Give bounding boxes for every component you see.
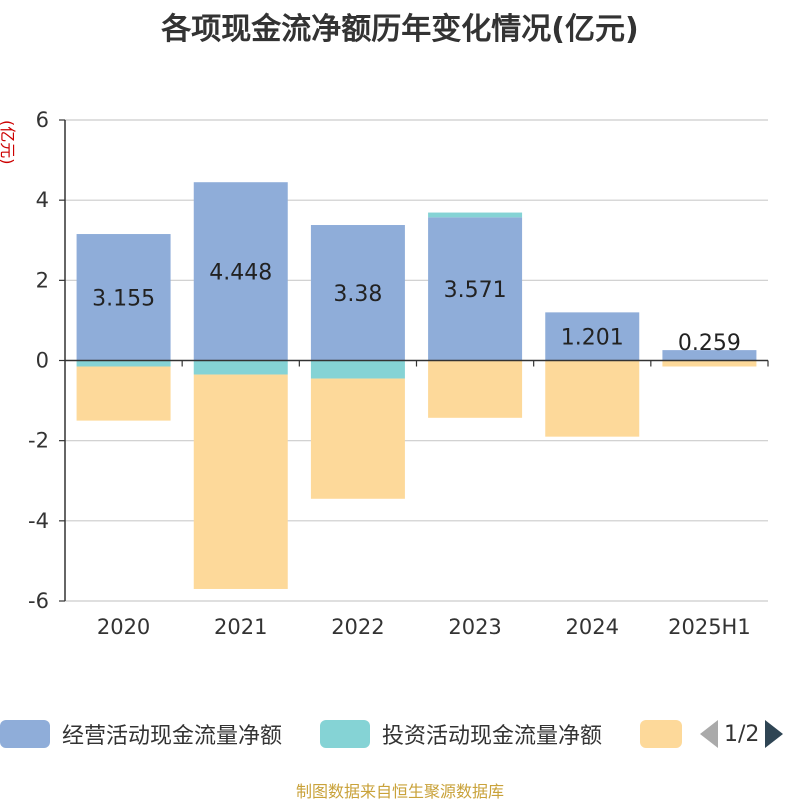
bar-operating-2021 bbox=[193, 182, 288, 361]
legend-swatch-investing bbox=[320, 720, 370, 748]
grid-lines bbox=[65, 119, 768, 602]
y-tick-label: 4 bbox=[36, 188, 49, 212]
data-label-2020: 3.155 bbox=[92, 286, 155, 311]
legend: 经营活动现金流量净额 投资活动现金流量净额 1/2 bbox=[0, 716, 800, 752]
legend-item-investing[interactable]: 投资活动现金流量净额 bbox=[320, 718, 602, 750]
bar-financing-2020 bbox=[76, 366, 171, 421]
data-label-2023: 3.571 bbox=[444, 278, 507, 303]
bar-operating-2023 bbox=[428, 217, 523, 361]
x-tick-label: 2025H1 bbox=[668, 615, 751, 639]
legend-label-investing: 投资活动现金流量净额 bbox=[382, 724, 603, 749]
bar-investing-2020 bbox=[76, 360, 171, 367]
x-tick-label: 2021 bbox=[214, 615, 267, 639]
legend-pager: 1/2 bbox=[700, 718, 784, 750]
y-unit-label: (亿元) bbox=[0, 120, 17, 165]
x-tick-label: 2023 bbox=[448, 615, 501, 639]
legend-label-operating: 经营活动现金流量净额 bbox=[62, 724, 283, 749]
legend-item-financing[interactable] bbox=[640, 718, 694, 750]
y-tick-label: 6 bbox=[36, 108, 49, 132]
y-tick-label: -2 bbox=[28, 429, 49, 453]
y-tick-label: -4 bbox=[28, 509, 49, 533]
legend-swatch-operating bbox=[0, 720, 50, 748]
bar-investing-2022 bbox=[310, 360, 405, 379]
legend-page-indicator: 1/2 bbox=[724, 721, 760, 747]
x-tick-label: 2024 bbox=[566, 615, 619, 639]
bar-financing-2024 bbox=[545, 360, 640, 437]
cashflow-bar-chart: -6 -4 -2 0 2 4 6 (亿元) 2020 2021 2022 2023 2024 2025H1… bbox=[0, 108, 769, 639]
bar-investing-2021 bbox=[193, 360, 288, 375]
bar-financing-2022 bbox=[310, 378, 405, 499]
data-source-note: 制图数据来自恒生聚源数据库 bbox=[295, 782, 504, 801]
bar-operating-2022 bbox=[310, 225, 405, 361]
legend-item-operating[interactable]: 经营活动现金流量净额 bbox=[0, 718, 282, 750]
bar-operating-2024 bbox=[545, 312, 640, 361]
y-tick-label: 0 bbox=[36, 349, 49, 373]
data-labels: 3.155 4.448 3.38 3.571 1.201 0.259 bbox=[92, 260, 741, 356]
bar-operating-2025H1 bbox=[662, 350, 757, 361]
bar-financing-2025H1 bbox=[662, 360, 757, 367]
axes: -6 -4 -2 0 2 4 6 (亿元) 2020 2021 2022 2023 2024 2025H1 bbox=[0, 108, 769, 639]
y-tick-label: -6 bbox=[28, 589, 49, 613]
data-label-2024: 1.201 bbox=[561, 325, 624, 350]
data-label-2022: 3.38 bbox=[333, 282, 382, 307]
legend-swatch-financing bbox=[640, 720, 682, 748]
x-tick-label: 2020 bbox=[97, 615, 150, 639]
chart-title: 各项现金流净额历年变化情况(亿元) bbox=[161, 12, 639, 47]
data-label-2025H1: 0.259 bbox=[678, 331, 741, 356]
legend-next-arrow-icon[interactable] bbox=[765, 720, 784, 748]
bar-investing-2023 bbox=[428, 212, 523, 218]
bars bbox=[76, 182, 757, 589]
y-tick-label: 2 bbox=[36, 268, 49, 292]
legend-prev-arrow-icon[interactable] bbox=[700, 720, 718, 748]
bar-financing-2021 bbox=[193, 374, 288, 589]
data-label-2021: 4.448 bbox=[209, 260, 272, 285]
bar-financing-2023 bbox=[428, 360, 523, 418]
x-tick-label: 2022 bbox=[331, 615, 384, 639]
bar-operating-2020 bbox=[76, 234, 171, 361]
